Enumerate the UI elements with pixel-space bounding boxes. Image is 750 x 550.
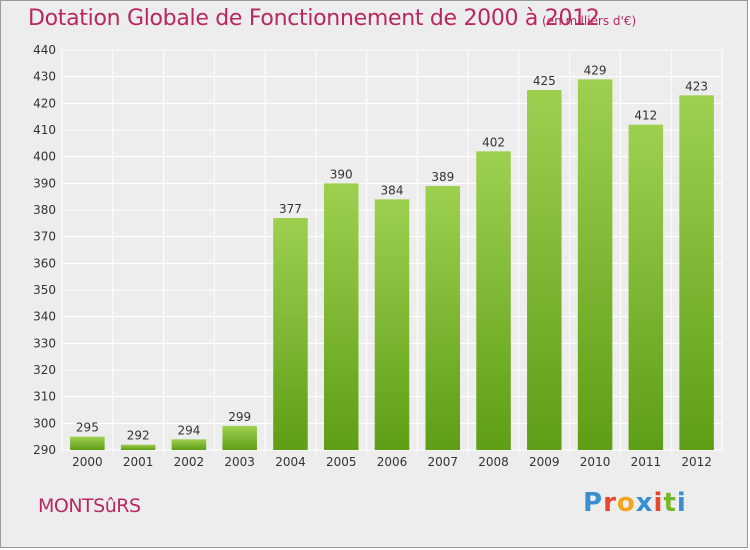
y-tick-label: 300 xyxy=(33,416,56,430)
x-tick-label: 2002 xyxy=(174,455,205,469)
logo-letter: o xyxy=(616,488,636,518)
bar-2006 xyxy=(374,199,410,450)
y-tick-label: 360 xyxy=(33,256,56,270)
y-tick-label: 440 xyxy=(33,43,56,57)
data-label-2002: 294 xyxy=(177,423,200,437)
y-tick-label: 330 xyxy=(33,336,56,350)
data-label-2000: 295 xyxy=(76,421,99,435)
logo-letter: t xyxy=(663,488,677,518)
x-tick-label: 2004 xyxy=(275,455,306,469)
y-tick-label: 340 xyxy=(33,310,56,324)
chart-subtitle: (en milliers d'€) xyxy=(542,14,637,28)
x-tick-label: 2006 xyxy=(377,455,408,469)
x-tick-label: 2009 xyxy=(529,455,560,469)
x-tick-label: 2008 xyxy=(478,455,509,469)
y-tick-label: 380 xyxy=(33,203,56,217)
y-tick-label: 320 xyxy=(33,363,56,377)
x-tick-label: 2010 xyxy=(580,455,611,469)
data-label-2005: 390 xyxy=(330,167,353,181)
data-label-2008: 402 xyxy=(482,135,505,149)
y-tick-label: 350 xyxy=(33,283,56,297)
y-tick-label: 310 xyxy=(33,390,56,404)
bar-2000 xyxy=(70,436,105,450)
y-tick-label: 420 xyxy=(33,96,56,110)
bar-2012 xyxy=(679,95,714,450)
data-label-2006: 384 xyxy=(381,183,404,197)
logo-letter: r xyxy=(603,488,617,518)
data-label-2003: 299 xyxy=(228,410,251,424)
logo-letter: i xyxy=(653,488,664,518)
logo-letter: i xyxy=(676,488,687,518)
x-tick-label: 2005 xyxy=(326,455,357,469)
data-label-2001: 292 xyxy=(127,429,150,443)
bar-2001 xyxy=(120,444,156,450)
x-tick-label: 2012 xyxy=(681,455,712,469)
bars xyxy=(70,79,714,451)
bar-2009 xyxy=(527,90,562,450)
bar-2008 xyxy=(476,151,511,451)
data-label-2011: 412 xyxy=(634,109,657,123)
data-label-2012: 423 xyxy=(685,79,708,93)
x-tick-label: 2003 xyxy=(224,455,255,469)
data-label-2007: 389 xyxy=(431,170,454,184)
x-tick-label: 2011 xyxy=(631,455,662,469)
y-tick-label: 410 xyxy=(33,123,56,137)
bar-2010 xyxy=(577,79,613,450)
y-tick-label: 390 xyxy=(33,176,56,190)
logo-letter: x xyxy=(635,488,654,518)
y-tick-label: 400 xyxy=(33,150,56,164)
data-label-2010: 429 xyxy=(584,63,607,77)
data-label-2009: 425 xyxy=(533,74,556,88)
labels: 290 300 310 320 330 340 350 360 370 380 390 400 410 4… xyxy=(33,43,712,469)
bar-2007 xyxy=(425,186,461,450)
logo-letter: P xyxy=(583,488,604,518)
x-tick-label: 2000 xyxy=(72,455,103,469)
y-tick-label: 430 xyxy=(33,70,56,84)
chart-title: Dotation Globale de Fonctionnement de 20… xyxy=(28,6,600,31)
commune-name: MONTSûRS xyxy=(38,495,141,517)
y-tick-label: 370 xyxy=(33,230,56,244)
x-tick-label: 2007 xyxy=(427,455,458,469)
bar-2004 xyxy=(273,218,308,450)
y-tick-label: 290 xyxy=(33,443,56,457)
proxiti-logo: Proxiti xyxy=(583,488,687,518)
bar-2002 xyxy=(171,439,207,450)
bar-2003 xyxy=(222,426,257,450)
bar-2011 xyxy=(628,124,664,451)
x-tick-label: 2001 xyxy=(123,455,154,469)
data-label-2004: 377 xyxy=(279,202,302,216)
bar-2005 xyxy=(323,183,359,451)
